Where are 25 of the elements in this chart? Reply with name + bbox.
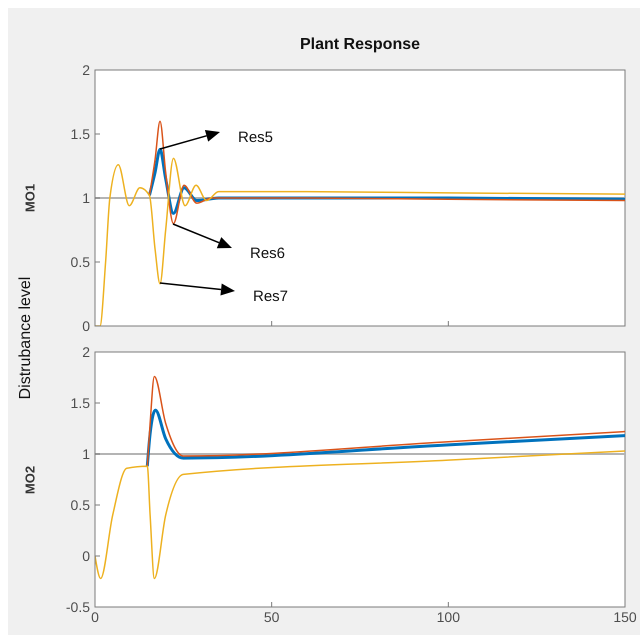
x-tick-label: 150 [613,608,637,625]
y-tick-label: 2 [82,62,90,78]
line-series [148,120,625,224]
line-series [146,376,625,467]
annotation: Res5 [238,129,274,146]
x-tick-label: 50 [264,608,280,625]
x-tick-label: 100 [436,608,460,625]
text: Distrubance level [17,276,35,400]
chart-title: Plant Response [298,36,422,54]
y-axis-title: MO1 [22,184,38,212]
y-tick-label: 0.5 [70,496,90,513]
y-tick-label: 0.5 [70,254,90,270]
line-series [95,450,625,580]
y-tick-label: 0 [82,318,90,334]
y-axis-title: MO2 [22,465,38,494]
annotation: Res6 [250,245,286,262]
y-tick-label: 2 [82,344,90,360]
y-tick-label: 0 [82,548,90,564]
y-tick-label: -0.5 [66,598,90,615]
line-series [146,408,625,468]
y-tick-label: 1.5 [70,126,90,142]
annotation: Res7 [253,288,288,305]
y-tick-label: 1.5 [70,394,90,411]
y-tick-label: 1 [82,190,90,206]
y-tick-label: 1 [82,446,90,462]
